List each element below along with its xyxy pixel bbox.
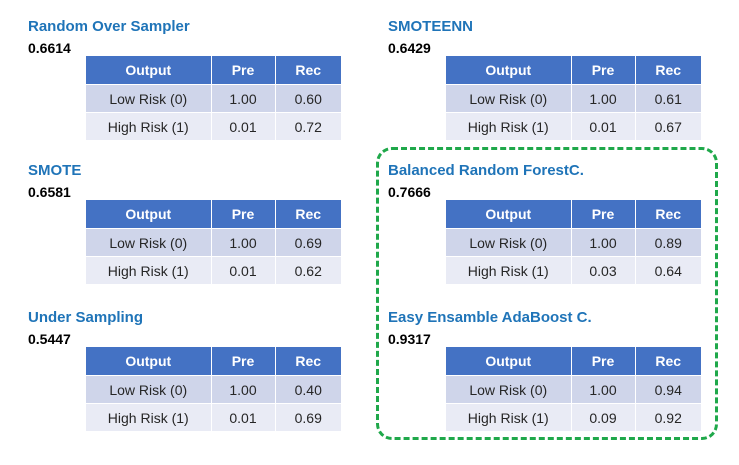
header-output: Output xyxy=(446,56,572,85)
cell-pre: 0.01 xyxy=(211,112,276,141)
header-rec: Rec xyxy=(275,200,341,229)
cell-rec: 0.92 xyxy=(635,403,701,432)
cell-rec: 0.61 xyxy=(635,84,701,113)
header-pre: Pre xyxy=(571,56,636,85)
model-title: Balanced Random ForestC. xyxy=(388,162,584,179)
cell-rec: 0.94 xyxy=(635,375,701,404)
table-row: High Risk (1) 0.03 0.64 xyxy=(446,256,701,285)
table-row: High Risk (1) 0.09 0.92 xyxy=(446,403,701,432)
cell-rec: 0.64 xyxy=(635,256,701,285)
metrics-table: Output Pre Rec Low Risk (0) 1.00 0.61 Hi… xyxy=(446,56,701,141)
table-row: Low Risk (0) 1.00 0.40 xyxy=(86,375,341,404)
cell-pre: 0.01 xyxy=(211,403,276,432)
cell-pre: 1.00 xyxy=(211,228,276,257)
header-output: Output xyxy=(86,56,212,85)
table-header-row: Output Pre Rec xyxy=(446,56,701,85)
table-header-row: Output Pre Rec xyxy=(86,200,341,229)
table-header-row: Output Pre Rec xyxy=(86,347,341,376)
model-score: 0.5447 xyxy=(28,331,71,347)
header-rec: Rec xyxy=(635,347,701,376)
table-header-row: Output Pre Rec xyxy=(446,347,701,376)
cell-output: Low Risk (0) xyxy=(446,228,572,257)
table-row: Low Risk (0) 1.00 0.61 xyxy=(446,84,701,113)
best-models-highlight-frame xyxy=(376,147,718,440)
header-rec: Rec xyxy=(635,200,701,229)
cell-output: High Risk (1) xyxy=(446,403,572,432)
metrics-table: Output Pre Rec Low Risk (0) 1.00 0.60 Hi… xyxy=(86,56,341,141)
cell-pre: 0.01 xyxy=(211,256,276,285)
model-title: Under Sampling xyxy=(28,309,144,326)
header-pre: Pre xyxy=(211,200,276,229)
table-header-row: Output Pre Rec xyxy=(86,56,341,85)
table-row: Low Risk (0) 1.00 0.69 xyxy=(86,228,341,257)
cell-rec: 0.67 xyxy=(635,112,701,141)
cell-rec: 0.60 xyxy=(275,84,341,113)
cell-output: Low Risk (0) xyxy=(446,84,572,113)
header-pre: Pre xyxy=(571,347,636,376)
table-header-row: Output Pre Rec xyxy=(446,200,701,229)
table-row: High Risk (1) 0.01 0.67 xyxy=(446,112,701,141)
model-score: 0.6614 xyxy=(28,40,71,56)
cell-rec: 0.62 xyxy=(275,256,341,285)
cell-output: High Risk (1) xyxy=(86,256,212,285)
metrics-table: Output Pre Rec Low Risk (0) 1.00 0.40 Hi… xyxy=(86,347,341,432)
header-rec: Rec xyxy=(275,347,341,376)
table-row: Low Risk (0) 1.00 0.94 xyxy=(446,375,701,404)
cell-rec: 0.40 xyxy=(275,375,341,404)
metrics-table: Output Pre Rec Low Risk (0) 1.00 0.94 Hi… xyxy=(446,347,701,432)
model-title: SMOTEENN xyxy=(388,18,474,35)
cell-pre: 0.09 xyxy=(571,403,636,432)
model-score: 0.7666 xyxy=(388,184,431,200)
metrics-table: Output Pre Rec Low Risk (0) 1.00 0.69 Hi… xyxy=(86,200,341,285)
table-row: Low Risk (0) 1.00 0.60 xyxy=(86,84,341,113)
model-title: Random Over Sampler xyxy=(28,18,190,35)
cell-pre: 1.00 xyxy=(571,375,636,404)
cell-rec: 0.89 xyxy=(635,228,701,257)
cell-pre: 1.00 xyxy=(571,228,636,257)
table-row: High Risk (1) 0.01 0.69 xyxy=(86,403,341,432)
cell-output: Low Risk (0) xyxy=(446,375,572,404)
cell-pre: 1.00 xyxy=(211,84,276,113)
cell-pre: 0.01 xyxy=(571,112,636,141)
cell-output: Low Risk (0) xyxy=(86,228,212,257)
header-output: Output xyxy=(86,200,212,229)
cell-output: High Risk (1) xyxy=(446,256,572,285)
model-title: SMOTE xyxy=(28,162,82,179)
header-pre: Pre xyxy=(211,56,276,85)
cell-output: Low Risk (0) xyxy=(86,375,212,404)
header-rec: Rec xyxy=(275,56,341,85)
model-score: 0.6429 xyxy=(388,40,431,56)
header-output: Output xyxy=(446,347,572,376)
cell-output: High Risk (1) xyxy=(86,112,212,141)
cell-output: High Risk (1) xyxy=(86,403,212,432)
header-pre: Pre xyxy=(211,347,276,376)
cell-pre: 0.03 xyxy=(571,256,636,285)
cell-pre: 1.00 xyxy=(211,375,276,404)
model-score: 0.9317 xyxy=(388,331,431,347)
header-output: Output xyxy=(86,347,212,376)
cell-output: High Risk (1) xyxy=(446,112,572,141)
model-score: 0.6581 xyxy=(28,184,71,200)
cell-rec: 0.69 xyxy=(275,228,341,257)
metrics-table: Output Pre Rec Low Risk (0) 1.00 0.89 Hi… xyxy=(446,200,701,285)
cell-pre: 1.00 xyxy=(571,84,636,113)
cell-output: Low Risk (0) xyxy=(86,84,212,113)
table-row: Low Risk (0) 1.00 0.89 xyxy=(446,228,701,257)
header-rec: Rec xyxy=(635,56,701,85)
model-title: Easy Ensamble AdaBoost C. xyxy=(388,309,592,326)
table-row: High Risk (1) 0.01 0.72 xyxy=(86,112,341,141)
header-pre: Pre xyxy=(571,200,636,229)
cell-rec: 0.72 xyxy=(275,112,341,141)
cell-rec: 0.69 xyxy=(275,403,341,432)
table-row: High Risk (1) 0.01 0.62 xyxy=(86,256,341,285)
header-output: Output xyxy=(446,200,572,229)
